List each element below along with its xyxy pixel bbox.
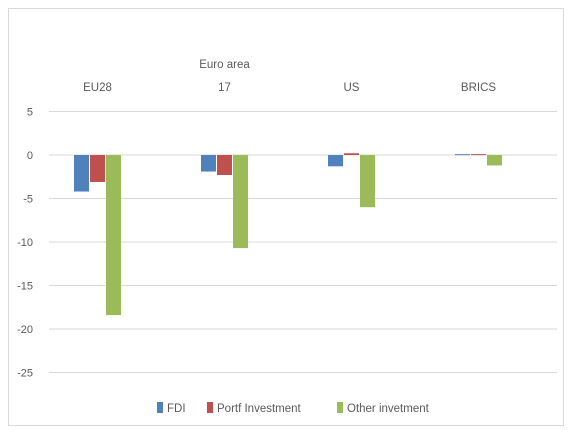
legend-label: Portf Investment — [217, 403, 302, 415]
y-tick-label: -25 — [17, 368, 33, 380]
bar — [90, 155, 105, 182]
category-labels: EU28 Euro area 17 US BRICS — [83, 59, 496, 94]
category-label: EU28 — [83, 82, 112, 94]
bar — [201, 155, 216, 172]
chart-frame: 5 0 -5 -10 -15 -20 -25 EU28 Euro area 17 US BRICS … — [8, 8, 564, 426]
bar — [233, 155, 248, 249]
legend-swatch — [157, 402, 163, 413]
bar — [471, 154, 486, 156]
bar — [487, 155, 502, 166]
y-tick-label: 5 — [27, 107, 33, 119]
legend: FDI Portf Investment Other invetment — [157, 402, 430, 415]
bar — [217, 155, 232, 176]
y-axis-ticks: 5 0 -5 -10 -15 -20 -25 — [17, 107, 33, 380]
bar — [74, 155, 89, 192]
category-label: BRICS — [461, 82, 496, 94]
y-tick-label: -10 — [17, 237, 33, 249]
bars — [74, 153, 502, 316]
gridlines — [49, 111, 557, 373]
bar — [106, 155, 121, 316]
bar — [360, 155, 375, 208]
y-tick-label: -15 — [17, 281, 33, 293]
y-tick-label: -20 — [17, 324, 33, 336]
legend-swatch — [337, 402, 343, 413]
legend-label: FDI — [167, 403, 186, 415]
category-label: Euro area — [199, 59, 250, 71]
category-label: 17 — [218, 82, 231, 94]
y-tick-label: -5 — [23, 194, 33, 206]
bar — [455, 154, 470, 156]
bar — [328, 155, 343, 167]
legend-label: Other invetment — [347, 403, 430, 415]
category-label: US — [344, 82, 360, 94]
bar — [344, 153, 359, 155]
legend-swatch — [207, 402, 213, 413]
y-tick-label: 0 — [27, 150, 33, 162]
